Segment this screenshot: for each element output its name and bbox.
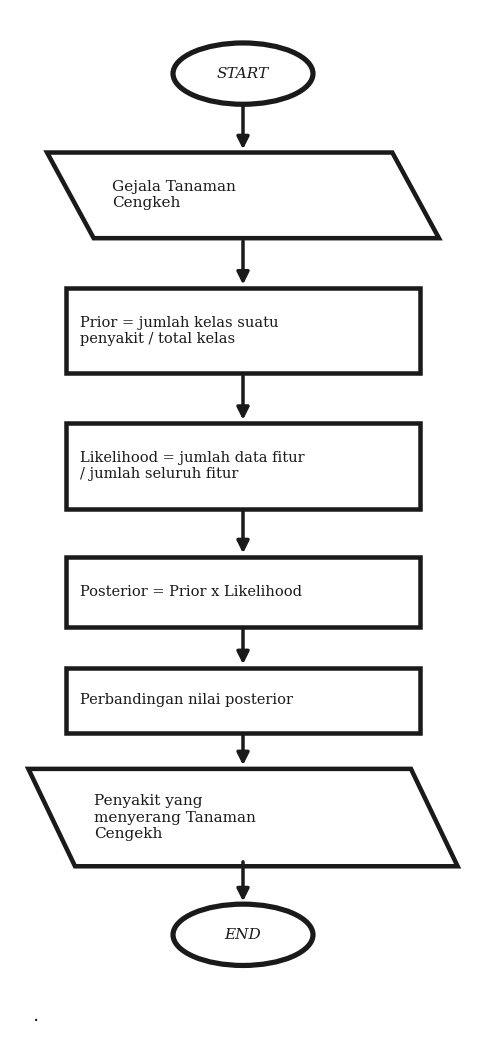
Text: START: START bbox=[217, 67, 269, 81]
Bar bbox=[66, 287, 420, 373]
Bar bbox=[66, 668, 420, 733]
Text: Prior = jumlah kelas suatu
penyakit / total kelas: Prior = jumlah kelas suatu penyakit / to… bbox=[80, 316, 278, 346]
Ellipse shape bbox=[173, 43, 313, 104]
Text: Penyakit yang
menyerang Tanaman
Cengekh: Penyakit yang menyerang Tanaman Cengekh bbox=[94, 794, 256, 841]
Text: Gejala Tanaman
Cengkeh: Gejala Tanaman Cengkeh bbox=[112, 180, 236, 211]
Text: Perbandingan nilai posterior: Perbandingan nilai posterior bbox=[80, 693, 293, 707]
Polygon shape bbox=[28, 769, 458, 866]
Text: END: END bbox=[225, 927, 261, 942]
Text: Posterior = Prior x Likelihood: Posterior = Prior x Likelihood bbox=[80, 585, 302, 599]
Ellipse shape bbox=[173, 904, 313, 965]
Polygon shape bbox=[47, 152, 439, 238]
Text: Likelihood = jumlah data fitur
/ jumlah seluruh fitur: Likelihood = jumlah data fitur / jumlah … bbox=[80, 451, 304, 481]
Text: .: . bbox=[33, 1006, 39, 1026]
Bar bbox=[66, 557, 420, 627]
Bar bbox=[66, 423, 420, 509]
